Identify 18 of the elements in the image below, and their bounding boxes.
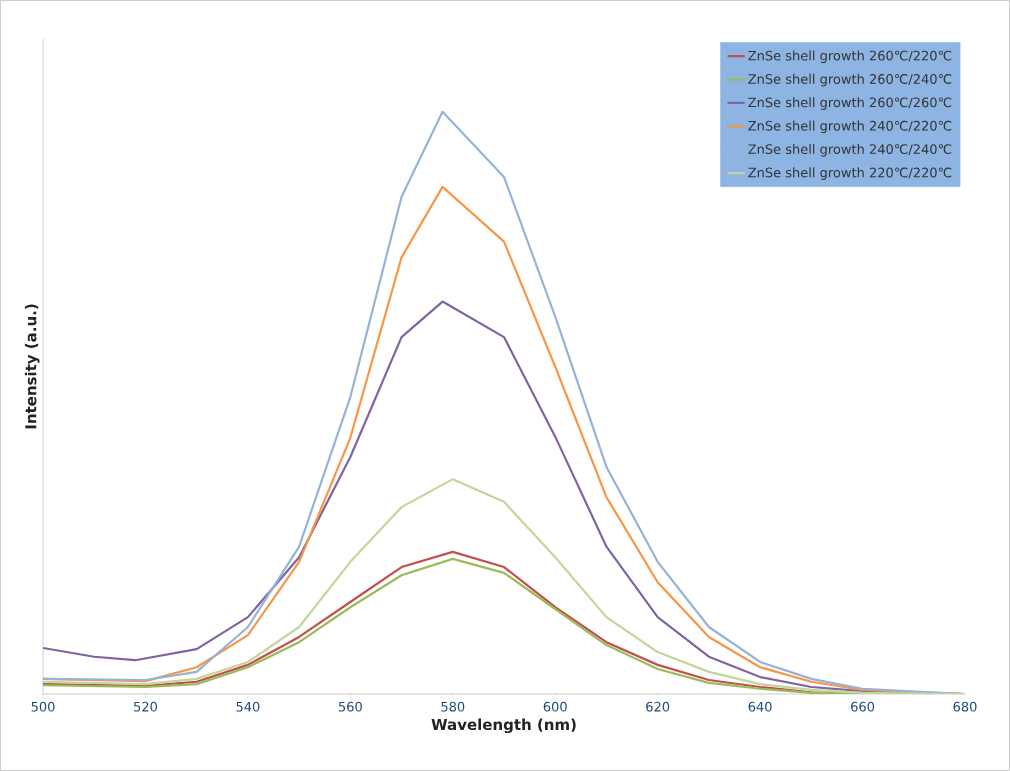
legend-label: ZnSe shell growth 240℃/220℃ [748,120,952,134]
x-tick-label: 680 [953,701,977,712]
legend-label: ZnSe shell growth 220℃/220℃ [748,167,952,180]
legend-label: ZnSe shell growth 260℃/260℃ [748,97,952,110]
legend-label: ZnSe shell growth 260℃/240℃ [748,73,952,87]
x-tick-label: 600 [543,701,567,712]
x-axis-title: Wavelength (nm) [431,718,576,734]
x-tick-label: 660 [851,701,875,712]
legend-label: ZnSe shell growth 260℃/220℃ [748,50,952,64]
x-tick-label: 540 [236,701,260,712]
x-tick-label: 620 [646,701,670,712]
x-tick-label: 580 [441,701,465,712]
y-axis-title: Intensity (a.u.) [24,304,40,429]
x-tick-label: 520 [134,701,157,712]
x-tick-label: 500 [31,701,55,712]
legend-label: ZnSe shell growth 240℃/240℃ [748,143,952,157]
x-tick-label: 640 [748,701,772,712]
x-tick-label: 560 [338,701,362,712]
